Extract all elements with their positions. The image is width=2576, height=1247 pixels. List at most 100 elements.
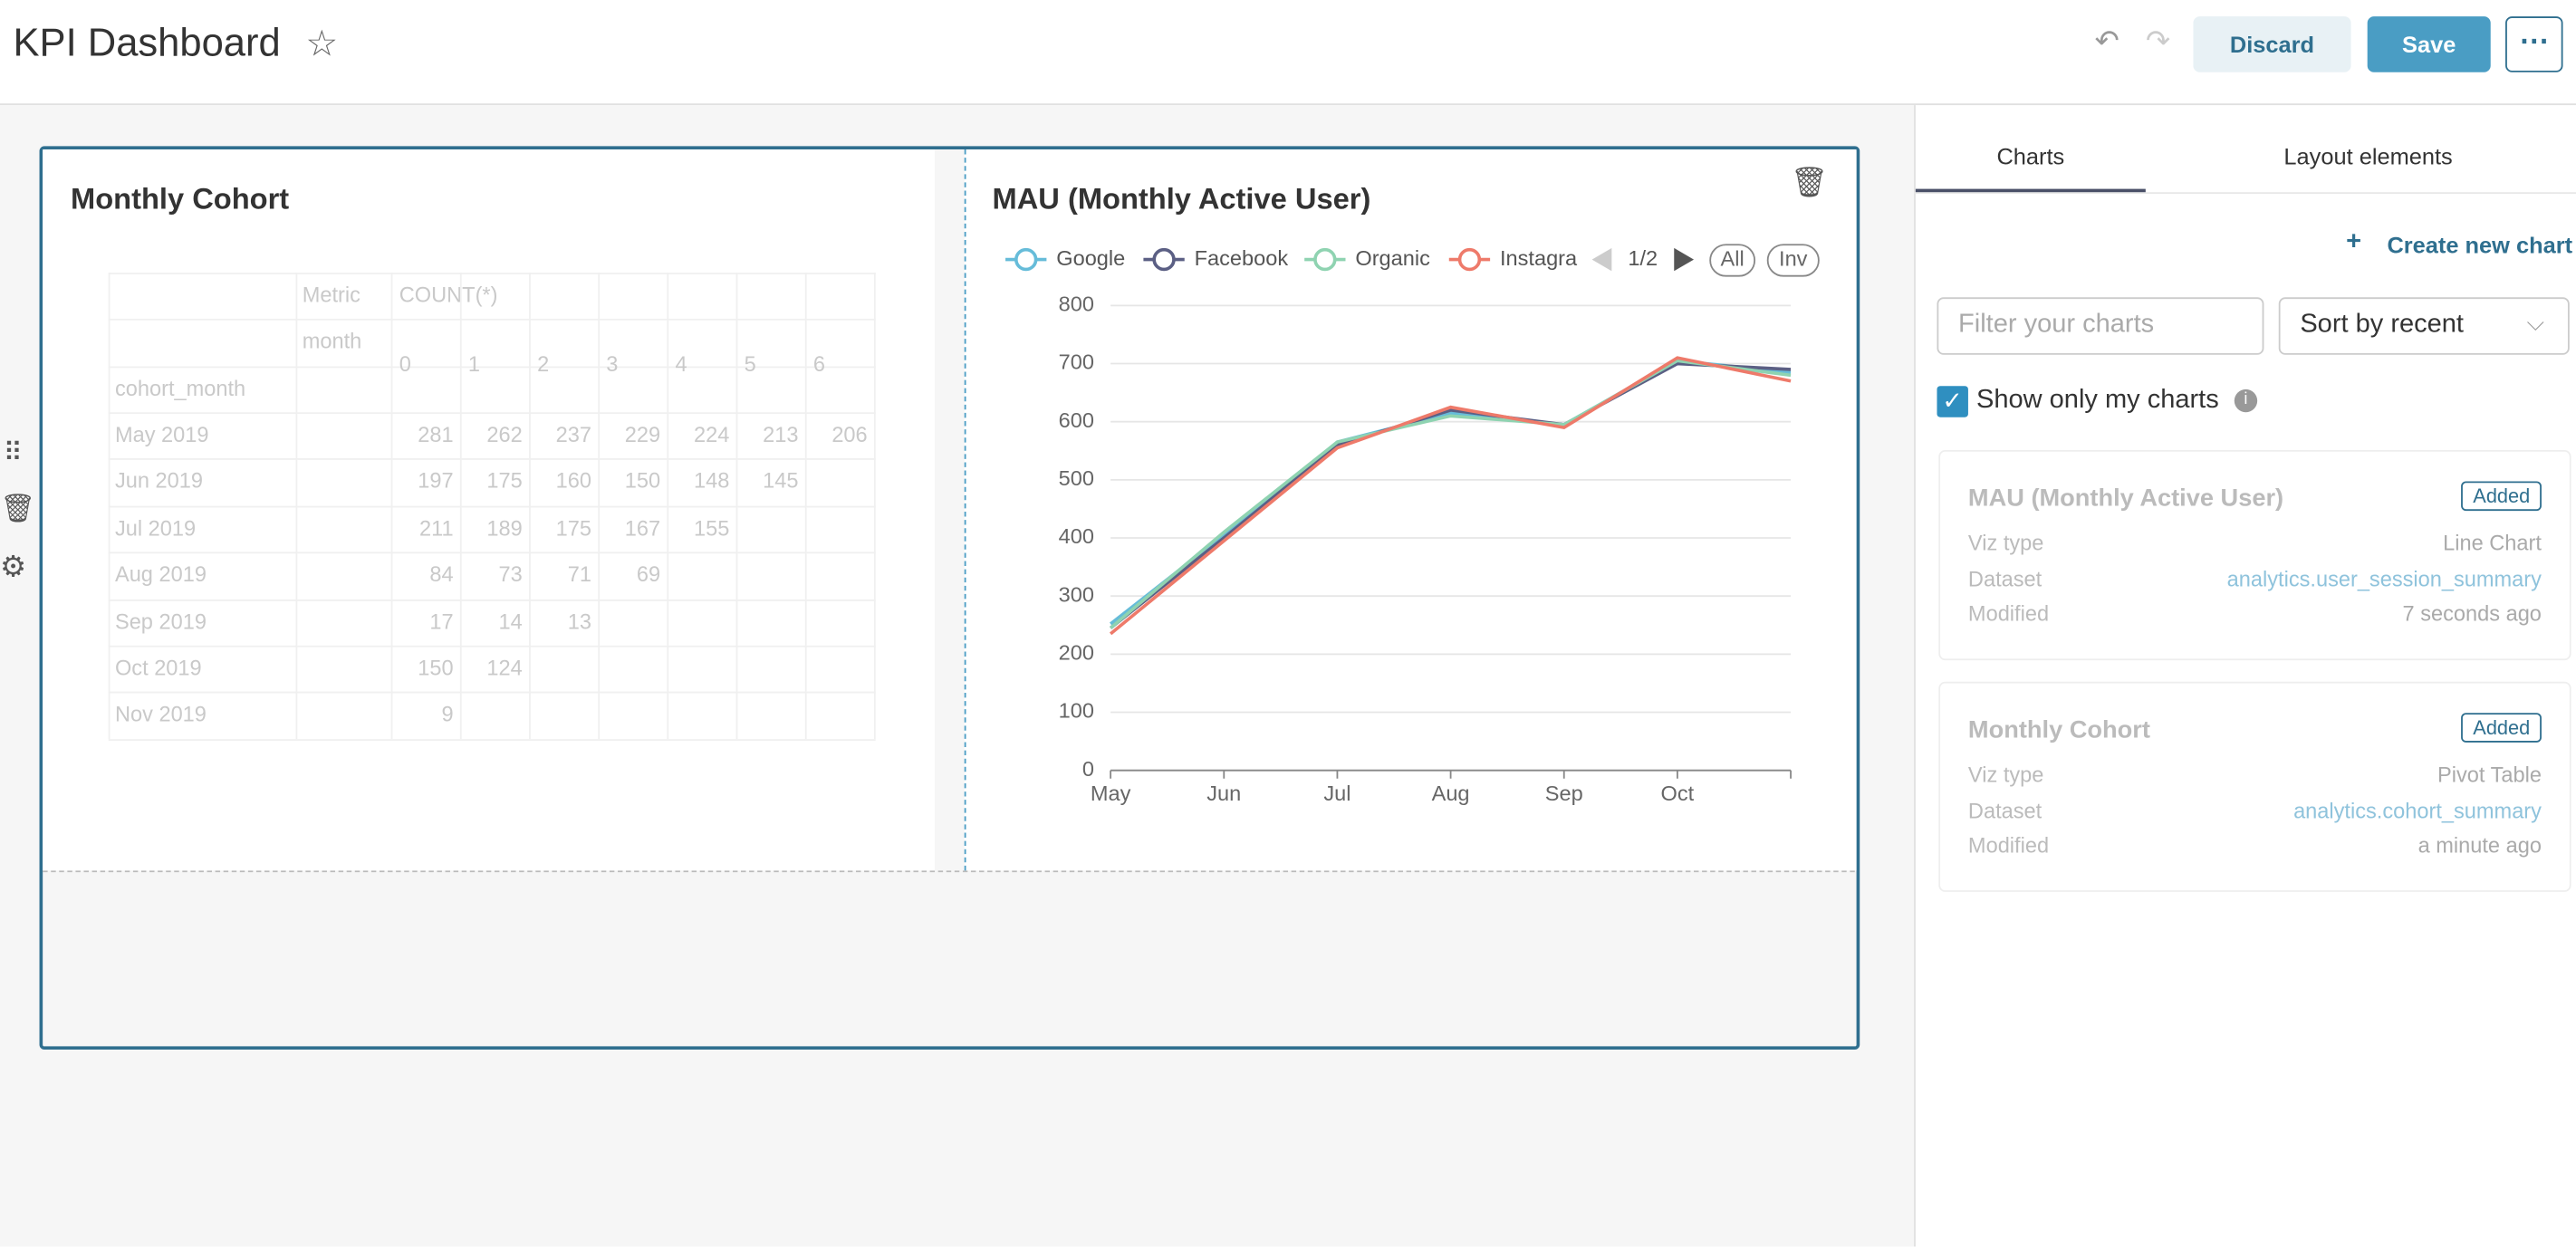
table-value: 13: [567, 609, 591, 634]
filter-input[interactable]: [1937, 297, 2264, 355]
y-tick-label: 300: [1059, 582, 1094, 606]
tab[interactable]: Layout elements: [2283, 142, 2453, 169]
series-line: [1109, 359, 1792, 629]
table-value: 175: [555, 515, 591, 541]
table-value: 150: [624, 468, 661, 494]
info-icon[interactable]: i: [2234, 388, 2258, 413]
card-key: Dataset: [1967, 565, 2043, 591]
table-rule: [108, 645, 876, 647]
table-value: 160: [555, 468, 591, 494]
table-value: 9: [441, 702, 454, 727]
y-tick-label: 700: [1059, 350, 1094, 374]
legend-next: [1674, 247, 1695, 272]
legend-label[interactable]: Instagra: [1500, 246, 1578, 270]
y-tick-label: 800: [1059, 293, 1094, 316]
plus-icon: +: [2346, 228, 2362, 256]
table-rule: [108, 412, 876, 415]
checkbox[interactable]: ✓: [1937, 386, 1968, 417]
table-value: 167: [624, 515, 661, 541]
side-panel: [1914, 105, 2576, 1247]
sort-select[interactable]: [2278, 297, 2570, 355]
legend-label[interactable]: Google: [1056, 246, 1125, 270]
mau-title: MAU (Monthly Active User): [992, 182, 1371, 216]
y-tick-label: 100: [1059, 699, 1094, 723]
chart-delete[interactable]: 🗑: [1791, 166, 1829, 199]
legend-label[interactable]: Organic: [1355, 246, 1430, 270]
favorite-star[interactable]: ☆: [305, 23, 339, 64]
card-value: Pivot Table: [2437, 762, 2542, 787]
table-rule: [108, 692, 876, 695]
chart-card[interactable]: Monthly Cohort Added Viz type Pivot Table Da…: [1938, 681, 2571, 892]
tab[interactable]: Charts: [1996, 142, 2065, 169]
create-chart[interactable]: Create new chart: [2387, 231, 2573, 258]
table-value: 71: [567, 561, 591, 587]
x-tick-label: Jul: [1323, 782, 1350, 805]
y-tick-label: 600: [1059, 408, 1094, 432]
table-rule: [108, 366, 876, 369]
table-value: 213: [763, 422, 799, 447]
card-value: analytics.user_session_summary: [2226, 565, 2542, 591]
table-rule: [108, 458, 876, 461]
header-bar: [0, 0, 2576, 106]
table-value: 197: [418, 468, 454, 494]
row-header: Sep 2019: [114, 609, 207, 634]
row-header: May 2019: [114, 422, 209, 447]
table-value: 189: [486, 515, 523, 541]
table-value: 14: [498, 609, 523, 634]
redo[interactable]: ↷: [2145, 24, 2171, 58]
table-value: 124: [486, 655, 523, 680]
cohort-chart: [43, 149, 936, 871]
table-rule: [108, 273, 876, 274]
table-rule: [108, 599, 876, 601]
legend-button-label[interactable]: All: [1721, 247, 1745, 271]
table-rule: [873, 273, 876, 740]
filter-placeholder: Filter your charts: [1958, 310, 2155, 339]
row-settings[interactable]: ⚙: [0, 550, 27, 583]
row-delete[interactable]: 🗑: [0, 493, 36, 524]
save-button[interactable]: Save: [2367, 16, 2491, 72]
table-value: 148: [693, 468, 730, 494]
undo[interactable]: ↶: [2094, 24, 2119, 58]
card-key: Dataset: [1967, 797, 2043, 822]
row-header: Jul 2019: [114, 515, 197, 541]
table-value: 84: [429, 561, 454, 587]
row-header: Jun 2019: [114, 468, 204, 494]
x-tick-label: Jun: [1206, 782, 1241, 805]
discard-button[interactable]: Discard: [2193, 16, 2351, 72]
legend-button-label[interactable]: Inv: [1779, 247, 1808, 271]
legend-marker: [1014, 247, 1038, 272]
row-header: Oct 2019: [114, 655, 202, 680]
card-value: a minute ago: [2417, 832, 2542, 858]
row-header: Aug 2019: [114, 561, 207, 587]
table-rule: [108, 273, 111, 740]
chart-card[interactable]: MAU (Monthly Active User) Added Viz type Li…: [1938, 449, 2571, 661]
card-key: Viz type: [1967, 530, 2044, 556]
card-key: Modified: [1967, 832, 2050, 858]
legend-marker: [1313, 247, 1337, 272]
legend-label[interactable]: Facebook: [1195, 246, 1289, 270]
x-tick-label: Sep: [1545, 782, 1583, 805]
table-rule: [529, 273, 531, 740]
x-tick-label: May: [1091, 782, 1131, 805]
table-rule: [108, 505, 876, 508]
table-rule: [667, 273, 669, 740]
table-rule: [108, 738, 876, 741]
row-header: Nov 2019: [114, 702, 207, 727]
table-rule: [108, 552, 876, 554]
tab-divider: [1914, 192, 2576, 195]
table-value: 224: [693, 422, 730, 447]
mau-chart: [964, 149, 1857, 871]
table-value: 175: [486, 468, 523, 494]
table-rule: [390, 273, 393, 740]
y-tick-label: 400: [1059, 524, 1094, 548]
row-label: cohort_month: [114, 376, 246, 401]
more-button[interactable]: ⋯: [2505, 16, 2563, 72]
drop-line: [43, 870, 1855, 873]
table-value: 155: [693, 515, 730, 541]
table-rule: [598, 273, 601, 740]
legend-page: 1/2: [1628, 246, 1658, 270]
table-value: 281: [418, 422, 454, 447]
drag-handle[interactable]: ⠿: [3, 440, 23, 468]
table-rule: [735, 273, 738, 740]
